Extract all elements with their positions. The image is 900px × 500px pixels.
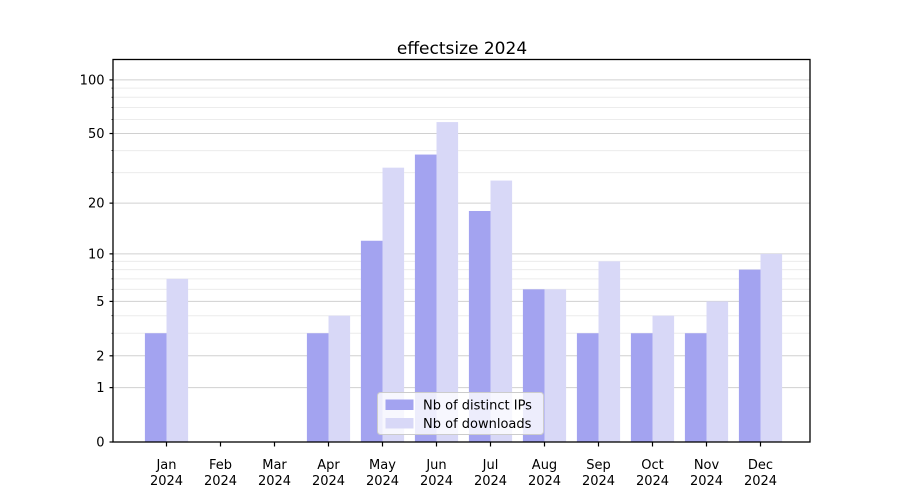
y-tick-label-20: 20 bbox=[88, 197, 105, 212]
bar-downloads-may bbox=[382, 167, 405, 442]
x-tick-label-mar: Mar 2024 bbox=[258, 458, 291, 489]
bar-downloads-aug bbox=[544, 289, 567, 442]
bar-downloads-dec bbox=[760, 253, 783, 442]
bar-downloads-jan bbox=[166, 278, 189, 442]
bar-distinct-ips-apr bbox=[306, 333, 329, 442]
legend-label-distinct-ips: Nb of distinct IPs bbox=[423, 399, 532, 414]
bar-downloads-jun bbox=[436, 122, 459, 442]
bar-distinct-ips-jul bbox=[468, 210, 491, 442]
bar-downloads-jul bbox=[490, 180, 513, 443]
x-tick-label-apr: Apr 2024 bbox=[312, 458, 345, 489]
plot-border bbox=[112, 58, 811, 443]
y-axis-ticks bbox=[109, 79, 113, 443]
bar-downloads-apr bbox=[328, 315, 351, 442]
x-tick-label-oct: Oct 2024 bbox=[636, 458, 669, 489]
y-tick-label-5: 5 bbox=[96, 295, 104, 310]
bar-downloads-oct bbox=[652, 315, 675, 442]
legend: Nb of distinct IPs Nb of downloads bbox=[377, 392, 544, 435]
bar-distinct-ips-may bbox=[360, 240, 383, 442]
x-tick-label-aug: Aug 2024 bbox=[528, 458, 561, 489]
bar-distinct-ips-jan bbox=[144, 333, 167, 442]
legend-swatch-downloads bbox=[385, 418, 414, 429]
bar-downloads-sep bbox=[598, 261, 621, 442]
x-tick-label-jul: Jul 2024 bbox=[474, 458, 507, 489]
major-gridlines bbox=[113, 79, 810, 389]
x-axis-ticks bbox=[165, 442, 762, 447]
x-tick-label-feb: Feb 2024 bbox=[204, 458, 237, 489]
x-tick-label-may: May 2024 bbox=[366, 458, 399, 489]
chart-title: effectsize 2024 bbox=[397, 39, 527, 59]
x-tick-label-jun: Jun 2024 bbox=[420, 458, 453, 489]
legend-frame bbox=[377, 392, 544, 435]
x-tick-label-dec: Dec 2024 bbox=[744, 458, 777, 489]
bar-distinct-ips-dec bbox=[738, 269, 761, 442]
bars bbox=[144, 122, 783, 443]
x-tick-label-nov: Nov 2024 bbox=[690, 458, 723, 489]
bar-distinct-ips-sep bbox=[576, 333, 599, 442]
y-tick-label-0: 0 bbox=[96, 436, 104, 451]
legend-swatch-distinct-ips bbox=[385, 399, 414, 410]
bar-downloads-nov bbox=[706, 301, 729, 442]
bar-distinct-ips-nov bbox=[684, 333, 707, 442]
legend-label-downloads: Nb of downloads bbox=[423, 417, 532, 432]
y-tick-label-50: 50 bbox=[88, 127, 105, 142]
y-tick-label-1: 1 bbox=[96, 381, 104, 396]
bar-distinct-ips-jun bbox=[414, 154, 437, 442]
x-axis-labels: Jan 2024 Feb 2024 Mar 2024 Apr 2024 May 2024 Jun 20… bbox=[150, 458, 777, 489]
bar-distinct-ips-oct bbox=[630, 333, 653, 442]
y-tick-label-100: 100 bbox=[80, 73, 105, 88]
x-tick-label-jan: Jan 2024 bbox=[150, 458, 183, 489]
x-tick-label-sep: Sep 2024 bbox=[582, 458, 615, 489]
y-tick-label-10: 10 bbox=[88, 247, 105, 262]
minor-gridlines bbox=[113, 87, 810, 334]
y-tick-label-2: 2 bbox=[96, 349, 104, 364]
